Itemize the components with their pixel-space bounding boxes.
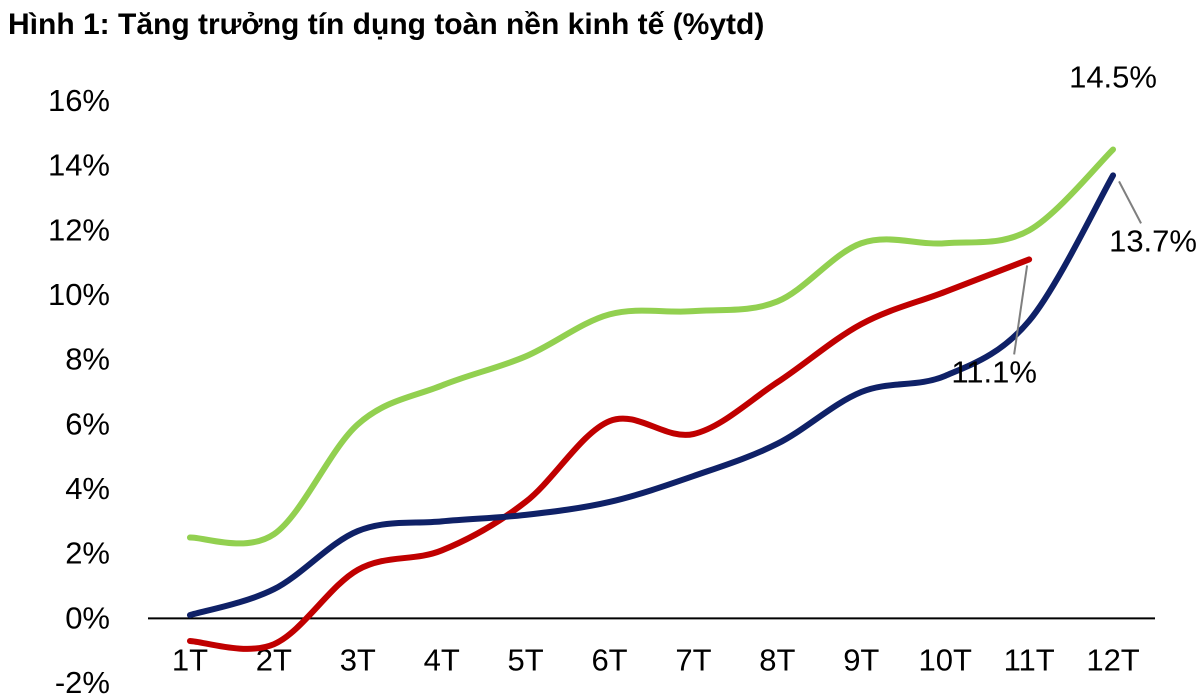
y-tick-label: 4%	[65, 471, 110, 506]
y-tick-label: 12%	[48, 212, 110, 247]
data-label: 13.7%	[1109, 223, 1197, 258]
x-tick-label: 7T	[675, 642, 711, 677]
x-tick-label: 10T	[918, 642, 971, 677]
annotation-leader-line	[1118, 180, 1142, 224]
x-tick-label: 12T	[1086, 642, 1139, 677]
x-tick-label: 11T	[1004, 642, 1055, 677]
x-tick-label: 8T	[759, 642, 795, 677]
series-line-3	[186, 172, 1117, 619]
series-line-2	[186, 256, 1033, 652]
y-tick-label: 10%	[48, 277, 110, 312]
series-lines	[186, 146, 1117, 652]
series-line-1	[186, 146, 1117, 547]
data-label: 14.5%	[1069, 60, 1157, 95]
x-tick-label: 4T	[424, 642, 460, 677]
x-tick-label: 5T	[508, 642, 544, 677]
x-tick-label: 9T	[843, 642, 879, 677]
x-axis-tick-labels: 1T 2T 3T 4T 5T 6T 7T 8T 9T 10T 11T 12T	[172, 642, 1140, 677]
x-tick-label: 3T	[340, 642, 376, 677]
y-tick-label: 2%	[65, 536, 110, 571]
x-tick-label: 1T	[172, 642, 208, 677]
x-tick-label: 6T	[591, 642, 627, 677]
chart-title: Hình 1: Tăng trưởng tín dụng toàn nền ki…	[8, 8, 765, 41]
y-tick-label: 16%	[48, 83, 110, 118]
data-annotations: 14.5% 13.7% 11.1%	[951, 60, 1197, 390]
y-tick-label: 8%	[65, 342, 110, 377]
y-tick-label: 14%	[48, 148, 110, 183]
y-tick-label: -2%	[55, 665, 110, 699]
y-tick-label: 6%	[65, 406, 110, 441]
y-axis-tick-labels: -2% 0% 2% 4% 6% 8% 10% 12% 14% 16%	[48, 83, 110, 699]
y-tick-label: 0%	[65, 600, 110, 635]
annotation-leader-line	[1013, 265, 1029, 355]
data-label: 11.1%	[951, 354, 1037, 389]
